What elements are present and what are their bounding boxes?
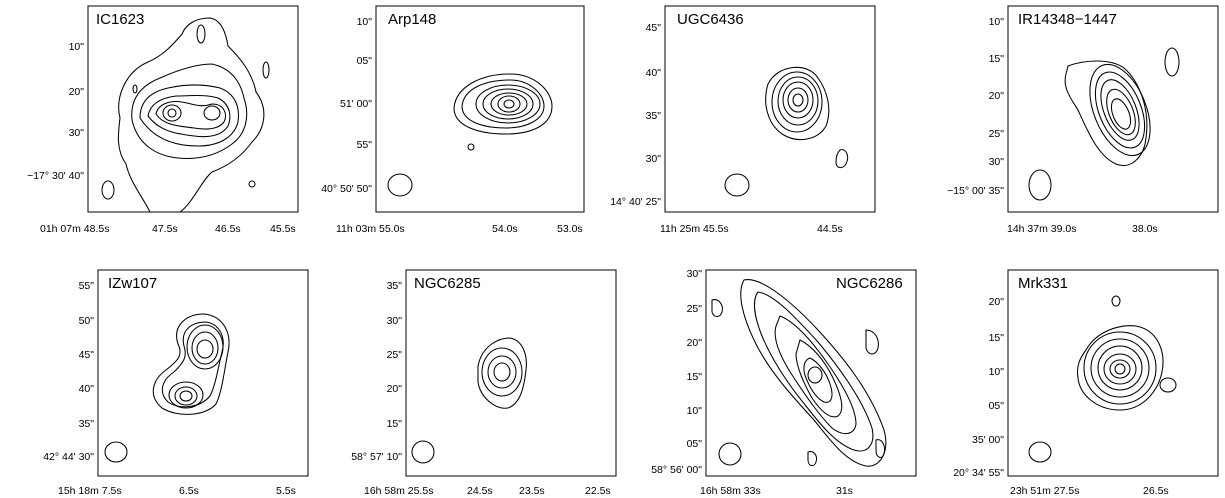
y-tick-label: −17° 30' 40"	[27, 170, 84, 182]
contours-mrk331	[1028, 295, 1177, 463]
y-tick-label: 05"	[357, 55, 373, 67]
y-tick-label: 45"	[79, 349, 95, 361]
y-tick-label: 25"	[387, 349, 403, 361]
contours-ugc6436	[724, 66, 849, 197]
y-tick-label: 35"	[79, 418, 95, 430]
x-tick-label: 38.0s	[1132, 223, 1158, 235]
y-tick-label: 40"	[646, 67, 662, 79]
x-tick-label: 47.5s	[152, 223, 178, 235]
y-tick-label: 10"	[687, 405, 703, 417]
y-tick-label: 10"	[989, 366, 1005, 378]
y-tick-label: 55"	[79, 280, 95, 292]
y-tick-label: 25"	[989, 128, 1005, 140]
x-tick-label: 31s	[836, 485, 853, 497]
panel-izw107-frame	[97, 269, 309, 477]
y-tick-label: 45"	[646, 22, 662, 34]
x-tick-label: 14h 37m 39.0s	[1007, 223, 1076, 235]
x-tick-label: 53.0s	[557, 223, 583, 235]
panel-title: IR14348−1447	[1018, 11, 1117, 28]
y-tick-label: 40"	[79, 383, 95, 395]
contours-ic1623	[101, 17, 270, 213]
x-tick-label: 54.0s	[492, 223, 518, 235]
contours-ngc6286	[711, 279, 887, 467]
y-tick-label: 58° 57' 10"	[351, 451, 402, 463]
y-tick-label: 10"	[357, 16, 373, 28]
y-tick-label: 35' 00"	[972, 434, 1004, 446]
panel-ugc6436-frame	[664, 5, 876, 213]
panel-title: Arp148	[388, 11, 436, 28]
y-tick-label: 20"	[989, 296, 1005, 308]
y-tick-label: 30"	[687, 268, 703, 280]
panel-ic1623-frame	[87, 5, 299, 213]
y-tick-label: 15"	[387, 418, 403, 430]
panel-arp148-frame	[375, 5, 585, 213]
y-tick-label: 15"	[989, 53, 1005, 65]
panel-title: IC1623	[96, 11, 144, 28]
x-tick-label: 5.5s	[276, 485, 296, 497]
panel-ngc6285-frame	[405, 269, 617, 477]
y-tick-label: −15° 00' 35"	[947, 185, 1004, 197]
y-tick-label: 05"	[687, 438, 703, 450]
panel-title: IZw107	[108, 275, 157, 292]
y-tick-label: 25"	[687, 303, 703, 315]
y-tick-label: 30"	[646, 153, 662, 165]
panel-title: UGC6436	[677, 11, 744, 28]
y-tick-label: 20"	[69, 86, 85, 98]
y-tick-label: 40° 50' 50"	[321, 183, 372, 195]
panel-ngc6286-frame	[705, 269, 917, 477]
panel-title: NGC6285	[414, 275, 481, 292]
y-tick-label: 30"	[387, 315, 403, 327]
y-tick-label: 10"	[989, 16, 1005, 28]
y-tick-label: 50"	[79, 315, 95, 327]
contours-izw107	[104, 313, 230, 463]
x-tick-label: 23h 51m 27.5s	[1010, 485, 1079, 497]
x-tick-label: 6.5s	[179, 485, 199, 497]
contours-ngc6285	[411, 337, 527, 464]
y-tick-label: 20"	[387, 383, 403, 395]
y-tick-label: 14° 40' 25"	[610, 196, 661, 208]
y-tick-label: 05"	[989, 400, 1005, 412]
x-tick-label: 26.5s	[1143, 485, 1169, 497]
x-tick-label: 44.5s	[817, 223, 843, 235]
y-tick-label: 58° 56' 00"	[651, 464, 702, 476]
x-tick-label: 16h 58m 25.5s	[364, 485, 433, 497]
panel-mrk331-frame	[1007, 269, 1219, 477]
contours-arp148	[387, 73, 553, 197]
contours-ir14348	[1028, 47, 1180, 201]
x-tick-label: 45.5s	[270, 223, 296, 235]
y-tick-label: 51' 00"	[340, 98, 372, 110]
y-tick-label: 20"	[687, 337, 703, 349]
y-tick-label: 35"	[387, 280, 403, 292]
y-tick-label: 30"	[989, 156, 1005, 168]
x-tick-label: 16h 58m 33s	[700, 485, 761, 497]
y-tick-label: 20° 34' 55"	[953, 467, 1004, 479]
x-tick-label: 46.5s	[215, 223, 241, 235]
y-tick-label: 15"	[989, 332, 1005, 344]
y-tick-label: 10"	[69, 41, 85, 53]
x-tick-label: 01h 07m 48.5s	[40, 223, 109, 235]
panel-title: Mrk331	[1018, 275, 1068, 292]
y-tick-label: 35"	[646, 110, 662, 122]
x-tick-label: 24.5s	[467, 485, 493, 497]
x-tick-label: 23.5s	[519, 485, 545, 497]
y-tick-label: 15"	[687, 371, 703, 383]
y-tick-label: 30"	[69, 127, 85, 139]
x-tick-label: 22.5s	[585, 485, 611, 497]
x-tick-label: 11h 25m 45.5s	[660, 223, 729, 235]
panel-title: NGC6286	[836, 275, 903, 292]
y-tick-label: 20"	[989, 90, 1005, 102]
y-tick-label: 55"	[357, 139, 373, 151]
x-tick-label: 15h 18m 7.5s	[58, 485, 122, 497]
x-tick-label: 11h 03m 55.0s	[336, 223, 405, 235]
panel-ir14348-frame	[1007, 5, 1219, 213]
y-tick-label: 42° 44' 30"	[43, 451, 94, 463]
